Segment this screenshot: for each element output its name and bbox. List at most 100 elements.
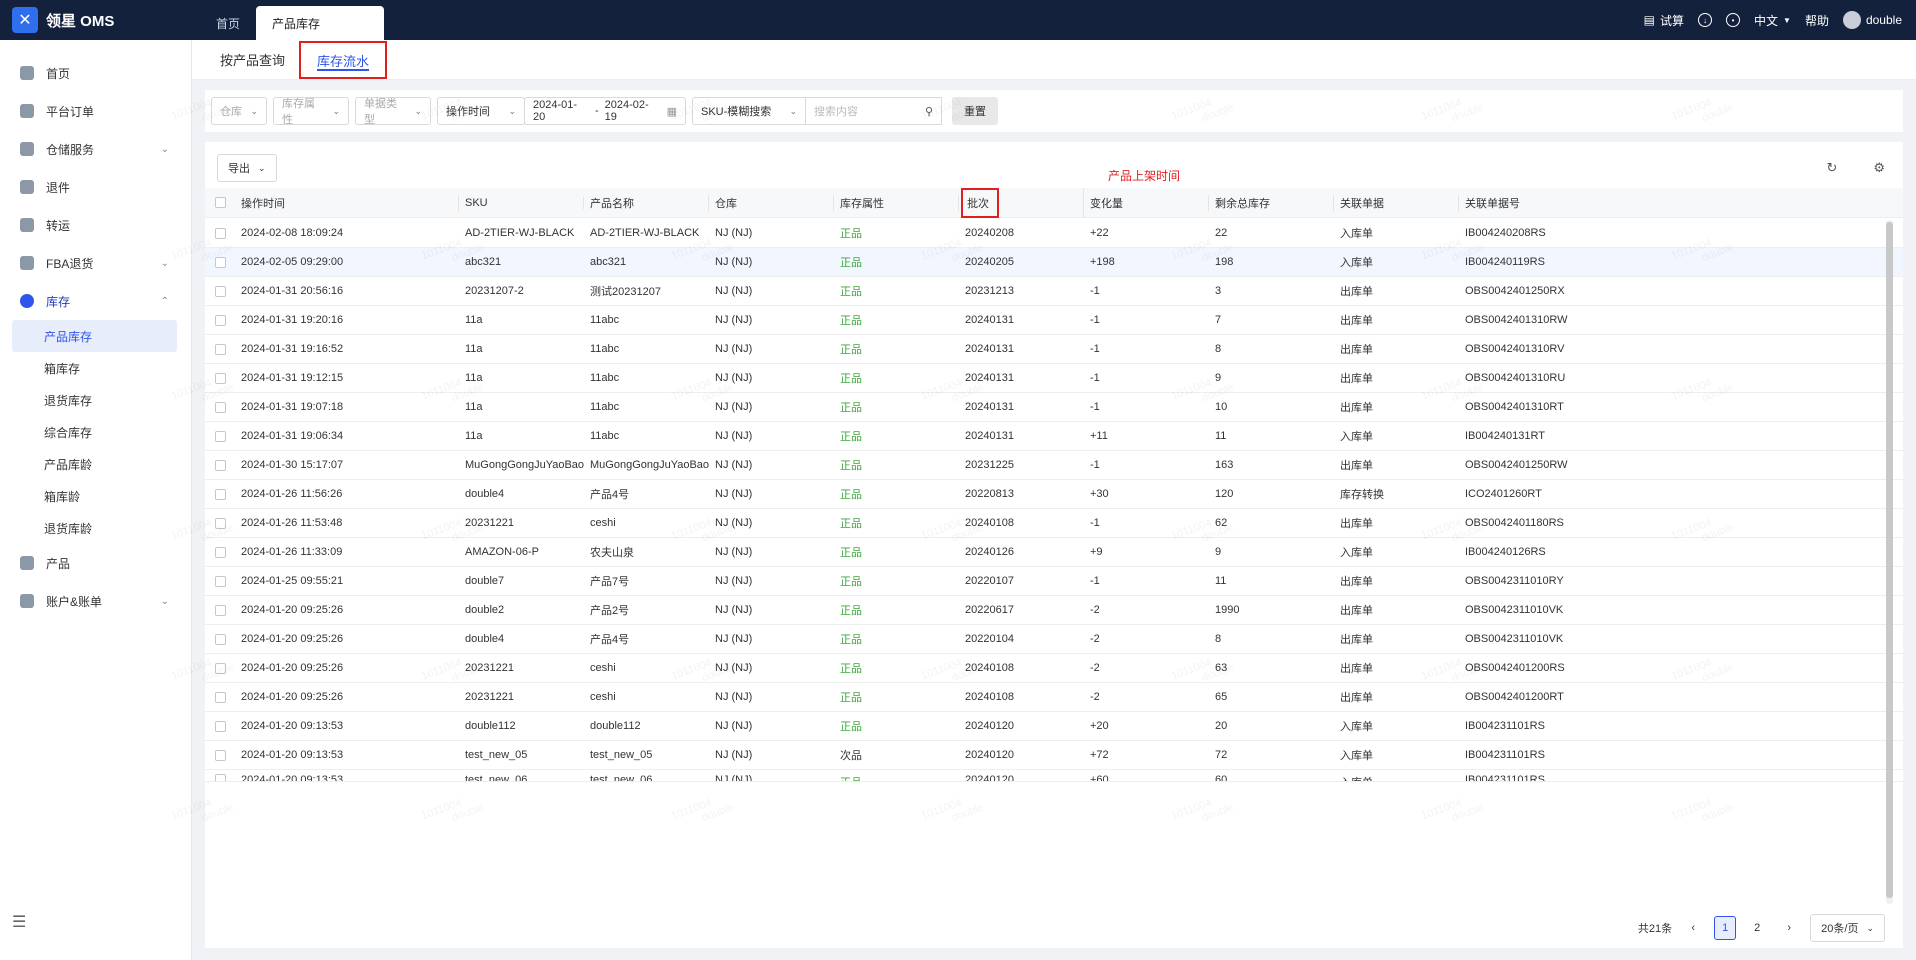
truck-icon [20, 180, 34, 194]
table-header: 操作时间 SKU 产品名称 仓库 库存属性 批次 变化量 剩余总库存 关联单据 … [205, 187, 1903, 218]
row-checkbox[interactable] [205, 517, 235, 529]
scrollbar-thumb[interactable] [1886, 222, 1893, 898]
table-row[interactable]: 2024-02-08 18:09:24 AD-2TIER-WJ-BLACK AD-2… [205, 219, 1903, 248]
sidebar-subitem-return-inventory[interactable]: 退货库存 [44, 393, 93, 408]
sidebar-subitem-combined-inventory[interactable]: 综合库存 [44, 425, 93, 440]
row-checkbox[interactable] [205, 488, 235, 500]
help-link[interactable]: 帮助 [1804, 13, 1829, 28]
sidebar-subitem-product-age[interactable]: 产品库龄 [44, 457, 93, 472]
warehouse-select[interactable]: 仓库 ⌄ [211, 97, 267, 125]
tab-home[interactable]: 首页 [216, 16, 241, 31]
table-row[interactable]: 2024-01-20 09:13:53 double112 double112 NJ … [205, 712, 1903, 741]
sidebar-item-warehouse-service[interactable]: 仓储服务 ⌄ [0, 130, 191, 168]
row-checkbox[interactable] [205, 459, 235, 471]
time-type-select[interactable]: 操作时间 ⌄ [437, 97, 525, 125]
cell-attr: 正品 [840, 257, 862, 269]
table-row[interactable]: 2024-01-20 09:25:26 double4 产品4号 NJ (NJ) 正品 2… [205, 625, 1903, 654]
search-icon[interactable]: ⚲ [924, 105, 933, 118]
row-checkbox[interactable] [205, 372, 235, 384]
row-checkbox[interactable] [205, 401, 235, 413]
row-checkbox[interactable] [205, 430, 235, 442]
tab-product-inventory[interactable]: 产品库存 [256, 6, 385, 40]
col-header-doc: 关联单据 [1334, 194, 1459, 211]
sidebar-subitem-box-age[interactable]: 箱库龄 [44, 489, 81, 504]
sidebar-item-returns[interactable]: 退件 [0, 168, 191, 206]
page-1[interactable]: 1 [1714, 916, 1737, 940]
truck-icon [20, 218, 34, 232]
prev-page-icon[interactable]: ‹ [1691, 922, 1695, 934]
row-checkbox[interactable] [205, 575, 235, 587]
cell-doc: 出库单 [1340, 460, 1373, 472]
reset-button[interactable]: 重置 [952, 97, 998, 125]
table-row[interactable]: 2024-01-20 09:25:26 20231221 ceshi NJ (NJ) 正… [205, 654, 1903, 683]
language-select[interactable]: 中文 ▼ [1754, 12, 1791, 29]
page-2[interactable]: 2 [1754, 922, 1761, 934]
sidebar-item-products[interactable]: 产品 [0, 544, 191, 582]
row-checkbox[interactable] [205, 546, 235, 558]
attr-select[interactable]: 库存属性 ⌄ [273, 97, 349, 126]
settings-icon[interactable]: • [1726, 13, 1740, 27]
table-row[interactable]: 2024-01-20 09:25:26 20231221 ceshi NJ (NJ) 正… [205, 683, 1903, 712]
search-type-select[interactable]: SKU-模糊搜索 ⌄ [692, 97, 806, 125]
select-all-checkbox[interactable] [205, 197, 235, 208]
column-settings-icon[interactable]: ⚙ [1873, 160, 1885, 175]
collapse-menu-icon[interactable]: ☰ [12, 914, 27, 931]
cell-doc-no: OBS0042401200RS [1465, 662, 1565, 674]
sidebar-subitem-return-age[interactable]: 退货库龄 [44, 521, 93, 536]
shield-icon [20, 594, 34, 608]
table-row[interactable]: 2024-01-26 11:33:09 AMAZON-06-P 农夫山泉 NJ (NJ… [205, 538, 1903, 567]
table-row[interactable]: 2024-01-31 19:07:18 11a 11abc NJ (NJ) 正品 2024… [205, 393, 1903, 422]
table-row[interactable]: 2024-01-26 11:56:26 double4 产品4号 NJ (NJ) 正品 2… [205, 480, 1903, 509]
download-icon[interactable]: ↓ [1698, 13, 1712, 27]
sidebar-item-transfer[interactable]: 转运 [0, 206, 191, 244]
table-row[interactable]: 2024-01-25 09:55:21 double7 产品7号 NJ (NJ) 正品 2… [205, 567, 1903, 596]
row-checkbox[interactable] [205, 662, 235, 674]
table-row[interactable]: 2024-01-20 09:13:53 test_new_06 test_new_0… [205, 770, 1903, 782]
row-checkbox[interactable] [205, 343, 235, 355]
table-row[interactable]: 2024-01-31 19:12:15 11a 11abc NJ (NJ) 正品 2024… [205, 364, 1903, 393]
row-checkbox[interactable] [205, 633, 235, 645]
sidebar-item-platform-orders[interactable]: 平台订单 [0, 92, 191, 130]
sidebar-item-fba-returns[interactable]: FBA退货 ⌄ [0, 244, 191, 282]
table-row[interactable]: 2024-01-26 11:53:48 20231221 ceshi NJ (NJ) 正… [205, 509, 1903, 538]
table-row[interactable]: 2024-01-20 09:13:53 test_new_05 test_new_0… [205, 741, 1903, 770]
row-checkbox[interactable] [205, 285, 235, 297]
sidebar-subitem-box-inventory[interactable]: 箱库存 [44, 361, 81, 376]
refresh-icon[interactable]: ↻ [1826, 160, 1838, 175]
table-row[interactable]: 2024-01-20 09:25:26 double2 产品2号 NJ (NJ) 正品 2… [205, 596, 1903, 625]
row-checkbox[interactable] [205, 774, 235, 781]
sidebar-subitem-product-inventory[interactable]: 产品库存 [12, 320, 177, 352]
cell-doc-no: IB004240208RS [1465, 227, 1546, 239]
search-placeholder: 搜索内容 [814, 106, 858, 118]
row-checkbox[interactable] [205, 227, 235, 239]
row-checkbox[interactable] [205, 720, 235, 732]
export-button[interactable]: 导出 ⌄ [217, 154, 277, 182]
table-row[interactable]: 2024-02-05 09:29:00 abc321 abc321 NJ (NJ) 正品… [205, 248, 1903, 277]
row-checkbox[interactable] [205, 256, 235, 268]
date-range-picker[interactable]: 2024-01-20 - 2024-02-19 ▦ [524, 97, 686, 125]
row-checkbox[interactable] [205, 749, 235, 761]
user-menu[interactable]: double [1842, 11, 1902, 29]
cell-change: -1 [1090, 459, 1100, 471]
tab-inventory-flow[interactable]: 库存流水 [299, 41, 388, 79]
search-input[interactable]: 搜索内容 ⚲ [806, 97, 942, 125]
logo[interactable]: ✕ 领星 OMS [0, 0, 192, 40]
sidebar-item-account-billing[interactable]: 账户&账单 ⌄ [0, 582, 191, 620]
row-checkbox[interactable] [205, 314, 235, 326]
tab-by-product[interactable]: 按产品查询 [220, 52, 286, 68]
row-checkbox[interactable] [205, 604, 235, 616]
table-row[interactable]: 2024-01-31 20:56:16 20231207-2 测试20231207 N… [205, 277, 1903, 306]
table-row[interactable]: 2024-01-31 19:20:16 11a 11abc NJ (NJ) 正品 2024… [205, 306, 1903, 335]
chevron-down-icon: ⌄ [258, 162, 266, 173]
page-size-select[interactable]: 20条/页 ⌄ [1810, 914, 1885, 942]
table-row[interactable]: 2024-01-31 19:06:34 11a 11abc NJ (NJ) 正品 2024… [205, 422, 1903, 451]
row-checkbox[interactable] [205, 691, 235, 703]
table-row[interactable]: 2024-01-30 15:17:07 MuGongGongJuYaoBao MuG… [205, 451, 1903, 480]
sidebar-item-inventory[interactable]: 库存 ⌃ [0, 282, 191, 320]
sidebar-item-home[interactable]: 首页 [0, 54, 191, 92]
vertical-scrollbar[interactable] [1886, 220, 1893, 904]
table-row[interactable]: 2024-01-31 19:16:52 11a 11abc NJ (NJ) 正品 2024… [205, 335, 1903, 364]
trial-calc-button[interactable]: ▤ 试算 [1644, 12, 1684, 29]
next-page-icon[interactable]: › [1787, 922, 1791, 934]
doc-type-select[interactable]: 单据类型 ⌄ [355, 97, 431, 126]
